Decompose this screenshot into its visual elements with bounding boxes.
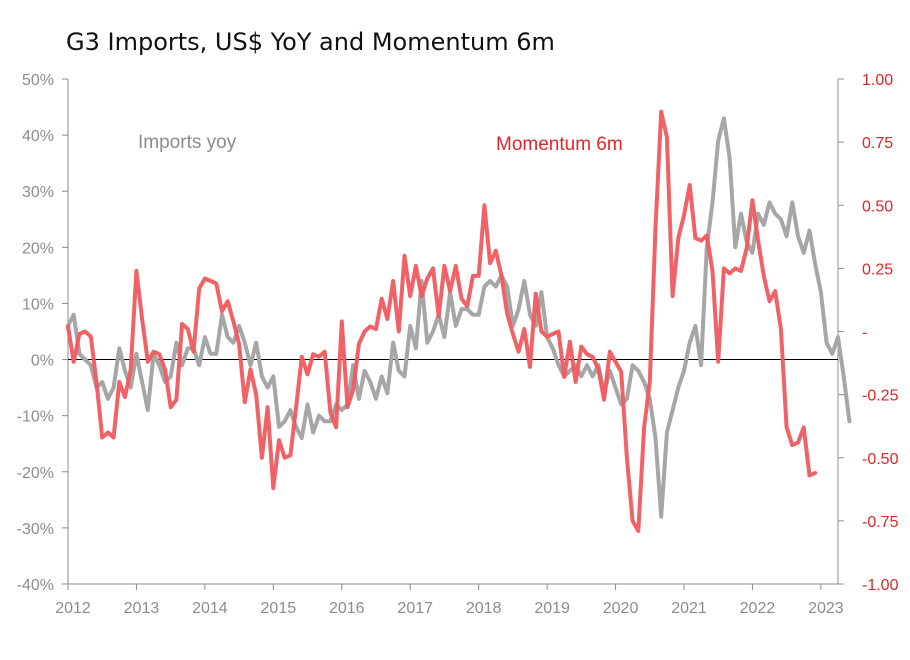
x-tick-label: 2012 bbox=[55, 600, 91, 617]
axes-layer: -40%-30%-20%-10%0%10%20%30%40%50%-1.00-0… bbox=[17, 72, 899, 617]
right-tick-label: -0.50 bbox=[862, 451, 899, 468]
right-tick-label: - bbox=[862, 325, 867, 342]
imports-yoy-label: Imports yoy bbox=[138, 132, 237, 153]
left-tick-label: 40% bbox=[22, 128, 54, 145]
left-tick-label: 30% bbox=[22, 184, 54, 201]
labels-layer: Imports yoy Momentum 6m bbox=[138, 132, 623, 155]
left-tick-label: 50% bbox=[22, 72, 54, 89]
x-tick-label: 2013 bbox=[124, 600, 160, 617]
series-layer bbox=[66, 109, 852, 533]
left-tick-label: -10% bbox=[17, 409, 54, 426]
x-tick-label: 2016 bbox=[329, 600, 365, 617]
x-tick-label: 2020 bbox=[603, 600, 639, 617]
x-tick-label: 2021 bbox=[671, 600, 707, 617]
x-tick-label: 2014 bbox=[192, 600, 228, 617]
right-tick-label: -0.75 bbox=[862, 514, 899, 531]
left-tick-label: 10% bbox=[22, 296, 54, 313]
x-tick-label: 2015 bbox=[261, 600, 297, 617]
x-tick-label: 2022 bbox=[740, 600, 776, 617]
right-tick-label: -1.00 bbox=[862, 577, 899, 594]
left-tick-label: -40% bbox=[17, 577, 54, 594]
momentum-6m-label: Momentum 6m bbox=[496, 134, 623, 155]
chart-title: G3 Imports, US$ YoY and Momentum 6m bbox=[66, 28, 555, 56]
x-tick-label: 2019 bbox=[534, 600, 570, 617]
imports-yoy-line bbox=[66, 116, 852, 519]
left-tick-label: -20% bbox=[17, 465, 54, 482]
x-tick-label: 2017 bbox=[397, 600, 433, 617]
x-tick-label: 2018 bbox=[466, 600, 502, 617]
right-tick-label: 1.00 bbox=[862, 72, 893, 89]
left-tick-label: 20% bbox=[22, 240, 54, 257]
x-tick-label: 2023 bbox=[808, 600, 844, 617]
left-tick-label: -30% bbox=[17, 521, 54, 538]
right-tick-label: 0.75 bbox=[862, 135, 893, 152]
right-tick-label: -0.25 bbox=[862, 388, 899, 405]
momentum-6m-line bbox=[66, 109, 818, 533]
left-tick-label: 0% bbox=[31, 353, 54, 370]
right-tick-label: 0.50 bbox=[862, 198, 893, 215]
right-tick-label: 0.25 bbox=[862, 261, 893, 278]
